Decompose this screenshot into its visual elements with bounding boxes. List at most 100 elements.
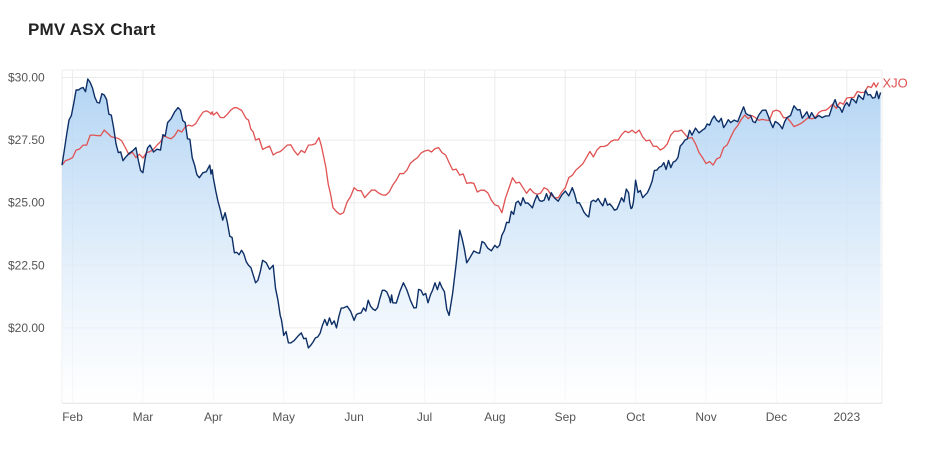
- pmv-data-point: [327, 316, 331, 320]
- xjo-data-point: [542, 186, 546, 190]
- xjo-data-point: [869, 86, 873, 90]
- pmv-data-point: [627, 191, 631, 195]
- pmv-data-point: [620, 196, 624, 200]
- pmv-data-point: [465, 261, 469, 265]
- pmv-data-point: [88, 81, 92, 85]
- xjo-data-point: [426, 148, 430, 152]
- pmv-data-point: [159, 148, 163, 152]
- pmv-data-point: [535, 193, 539, 197]
- pmv-data-point: [778, 123, 782, 127]
- xjo-data-point: [796, 123, 800, 127]
- xjo-data-point: [317, 136, 321, 140]
- xjo-data-point: [658, 148, 662, 152]
- pmv-data-point: [648, 186, 652, 190]
- pmv-data-point: [74, 88, 78, 92]
- xjo-data-point: [306, 143, 310, 147]
- pmv-data-point: [211, 176, 215, 180]
- xjo-data-point: [166, 136, 170, 140]
- xjo-data-point: [324, 166, 328, 170]
- xjo-data-point: [458, 173, 462, 177]
- pmv-data-point: [634, 178, 638, 182]
- xjo-data-point: [92, 133, 96, 137]
- xjo-data-point: [859, 91, 863, 95]
- xjo-data-point: [838, 101, 842, 105]
- pmv-data-point: [401, 281, 405, 285]
- pmv-data-point: [373, 308, 377, 312]
- pmv-data-point: [746, 113, 750, 117]
- xjo-data-point: [605, 143, 609, 147]
- plot-area: XJO: [61, 76, 908, 403]
- xjo-data-point: [479, 188, 483, 192]
- xjo-data-point: [437, 146, 441, 150]
- pmv-data-point: [764, 108, 768, 112]
- xjo-data-point: [296, 153, 300, 157]
- x-tick-label: Jul: [417, 410, 432, 424]
- pmv-data-point: [352, 318, 356, 322]
- xjo-data-point: [254, 138, 258, 142]
- xjo-data-point: [102, 128, 106, 132]
- xjo-data-point: [405, 168, 409, 172]
- pmv-data-point: [838, 106, 842, 110]
- xjo-data-point: [394, 178, 398, 182]
- pmv-series-line[interactable]: [61, 78, 882, 349]
- xjo-data-point: [774, 108, 778, 112]
- pmv-data-point: [380, 288, 384, 292]
- pmv-data-point: [247, 263, 251, 267]
- xjo-data-point: [342, 211, 346, 215]
- xjo-data-point: [352, 186, 356, 190]
- x-tick-label: Feb: [62, 410, 83, 424]
- pmv-data-point: [753, 121, 757, 125]
- pmv-data-point: [67, 118, 71, 122]
- xjo-data-point: [848, 96, 852, 100]
- xjo-data-point: [574, 168, 578, 172]
- pmv-data-point: [289, 341, 293, 345]
- xjo-data-point: [679, 128, 683, 132]
- x-tick-label: Mar: [133, 410, 154, 424]
- pmv-data-point: [577, 201, 581, 205]
- xjo-data-point: [384, 193, 388, 197]
- pmv-data-point: [591, 198, 595, 202]
- xjo-data-point: [71, 156, 75, 160]
- pmv-data-point: [320, 323, 324, 327]
- xjo-data-point: [208, 111, 212, 115]
- pmv-data-point: [542, 198, 546, 202]
- xjo-data-point: [468, 181, 472, 185]
- xjo-data-point: [722, 146, 726, 150]
- pmv-data-point: [859, 96, 863, 100]
- pmv-data-point: [190, 156, 194, 160]
- x-tick-label: Sep: [555, 410, 577, 424]
- pmv-data-point: [715, 118, 719, 122]
- xjo-data-point: [123, 146, 127, 150]
- pmv-data-point: [655, 168, 659, 172]
- y-tick-label: $22.50: [8, 258, 45, 272]
- pmv-data-point: [739, 111, 743, 115]
- xjo-data-point: [827, 106, 831, 110]
- xjo-data-point: [584, 156, 588, 160]
- pmv-data-point: [598, 201, 602, 205]
- pmv-data-point: [278, 313, 282, 317]
- x-tick-label: May: [272, 410, 295, 424]
- pmv-data-point: [218, 208, 222, 212]
- xjo-data-point: [637, 128, 641, 132]
- pmv-data-point: [81, 86, 85, 90]
- pmv-data-point: [447, 313, 451, 317]
- y-axis: $30.00 $27.50 $25.00 $22.50 $20.00: [8, 71, 45, 335]
- xjo-data-point: [627, 131, 631, 135]
- pmv-data-point: [299, 331, 303, 335]
- xjo-data-point: [701, 156, 705, 160]
- pmv-data-point: [391, 301, 395, 305]
- pmv-data-point: [613, 208, 617, 212]
- xjo-data-point: [144, 151, 148, 155]
- xjo-data-point: [176, 128, 180, 132]
- pmv-data-point: [662, 161, 666, 165]
- pmv-data-point: [729, 121, 733, 125]
- pmv-data-point: [282, 333, 286, 337]
- pmv-data-point: [500, 233, 504, 237]
- pmv-data-point: [313, 336, 317, 340]
- xjo-data-point: [285, 143, 289, 147]
- xjo-data-point: [648, 138, 652, 142]
- xjo-data-point: [373, 188, 377, 192]
- pmv-data-point: [831, 103, 835, 107]
- xjo-series-line[interactable]: [61, 82, 880, 216]
- xjo-data-point: [532, 191, 536, 195]
